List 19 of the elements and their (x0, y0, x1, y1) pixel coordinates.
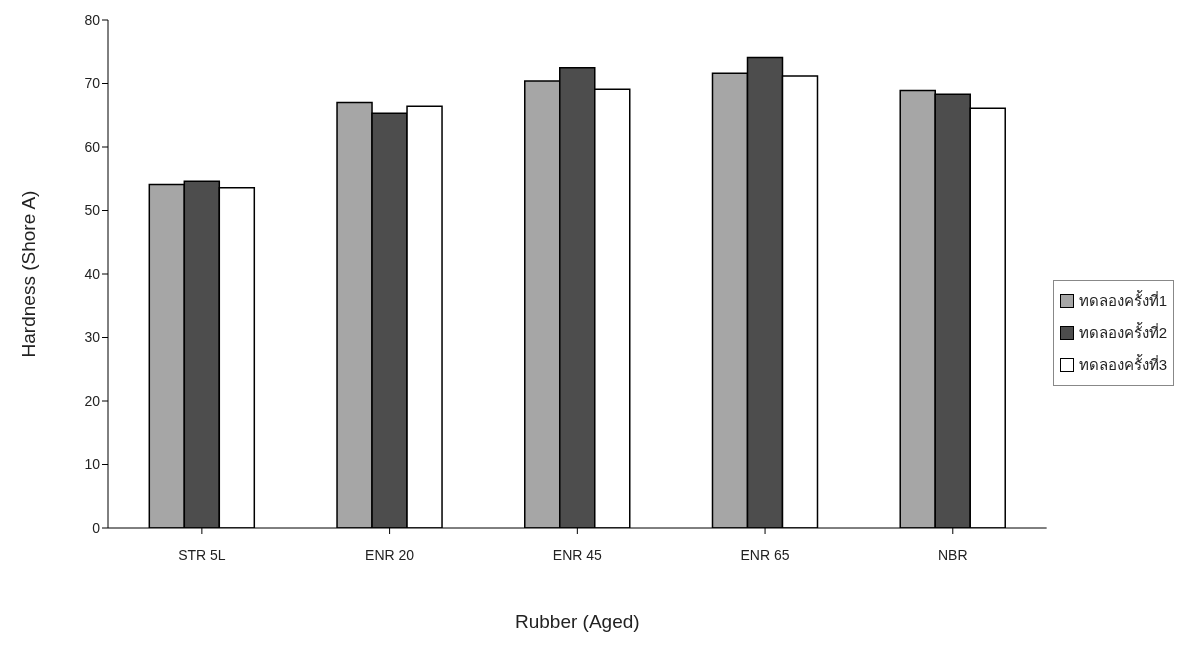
x-tick-label: ENR 20 (365, 546, 415, 563)
y-tick-label: 30 (84, 329, 101, 346)
y-tick-label: 70 (84, 75, 101, 92)
y-tick-label: 40 (84, 265, 101, 282)
legend-label: ทดลองครั้งที่2 (1078, 321, 1167, 343)
y-tick-label: 60 (84, 138, 101, 155)
y-tick-label: 20 (84, 392, 101, 409)
legend-label: ทดลองครั้งที่1 (1078, 289, 1167, 311)
x-tick-label: ENR 65 (740, 546, 790, 563)
x-tick-label: STR 5L (178, 546, 226, 563)
y-tick-label: 50 (84, 202, 101, 219)
legend-label: ทดลองครั้งที่3 (1078, 353, 1167, 375)
x-tick-label: ENR 45 (552, 546, 603, 563)
x-axis-title: Rubber (Aged) (515, 611, 640, 632)
y-tick-label: 0 (92, 519, 101, 536)
y-axis-title: Hardness (Shore A) (17, 190, 39, 358)
y-tick-label: 10 (84, 456, 101, 473)
x-tick-label: NBR (938, 546, 968, 563)
y-tick-label: 80 (84, 11, 101, 28)
